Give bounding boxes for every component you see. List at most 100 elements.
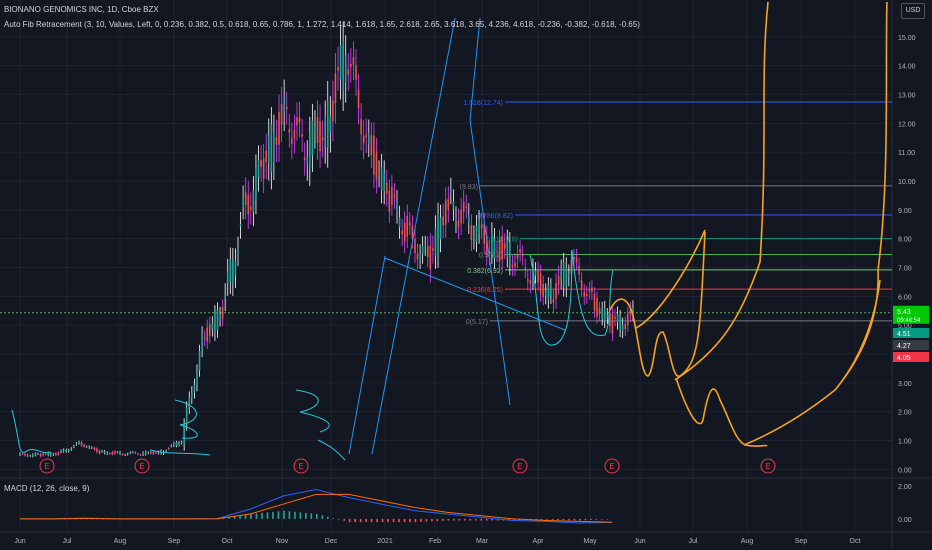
trend-line-down[interactable] <box>384 257 566 331</box>
candle-body <box>324 117 326 148</box>
candle-body <box>598 308 601 315</box>
user-drawings[interactable] <box>11 1 888 461</box>
earnings-marker[interactable]: E <box>760 458 776 474</box>
candle-body <box>537 269 539 283</box>
candle-body <box>191 392 193 398</box>
candle-body <box>480 223 483 229</box>
candle-body <box>124 454 126 456</box>
macd-hist-bar <box>398 518 400 523</box>
macd-legend[interactable]: MACD (12, 26, close, 9) <box>4 484 90 493</box>
trend-channel-line-1[interactable] <box>371 17 456 455</box>
price-tick-label: 15.00 <box>898 35 916 42</box>
time-tick-label: Sep <box>795 538 808 545</box>
scribble-left[interactable] <box>11 409 51 454</box>
candle-body <box>39 453 42 457</box>
macd-hist-bar <box>546 518 548 520</box>
earnings-marker[interactable]: E <box>604 458 620 474</box>
candle-body <box>601 308 603 319</box>
candle-body <box>298 117 301 123</box>
candle-body <box>293 129 296 139</box>
fib-retracement[interactable]: 1.618(12.74)(9.83)0.786(8.82)0.618(8.0)0… <box>0 100 892 326</box>
candle-body <box>24 453 26 456</box>
countdown-label: 09:48:54 <box>897 318 921 324</box>
time-tick-label: Jul <box>689 538 698 545</box>
candle-body <box>329 116 332 133</box>
earnings-marker[interactable]: E <box>39 458 55 474</box>
macd-hist-bar <box>326 516 329 519</box>
trend-line-steep[interactable] <box>469 119 511 406</box>
earnings-marker[interactable]: E <box>512 458 528 474</box>
orange-projection[interactable] <box>609 1 888 447</box>
candle-body <box>326 101 329 148</box>
trend-channel-line-2[interactable] <box>348 255 386 455</box>
candle-body <box>116 452 119 454</box>
candle-body <box>62 449 65 452</box>
time-tick-label: Aug <box>741 538 754 545</box>
candle-body <box>485 236 488 255</box>
candle-body <box>49 452 52 456</box>
earnings-marker-circle <box>760 458 776 474</box>
earnings-marker-circle <box>39 458 55 474</box>
candle-body <box>106 452 108 454</box>
candle-body <box>362 135 365 144</box>
macd-hist-bar <box>458 518 461 521</box>
macd-hist-bar <box>414 518 417 523</box>
candle-body <box>568 274 570 277</box>
candle-body <box>583 291 586 297</box>
price-badge <box>893 352 929 362</box>
earnings-marker[interactable]: E <box>134 458 150 474</box>
earnings-marker[interactable]: E <box>293 458 309 474</box>
macd-hist-bar <box>540 518 543 520</box>
scribble-oct[interactable] <box>295 389 346 461</box>
macd-hist-bar <box>387 518 389 523</box>
candle-body <box>439 217 442 240</box>
candle-body <box>78 441 80 444</box>
fib-indicator-legend[interactable]: Auto Fib Retracement (3, 10, Values, Lef… <box>4 20 640 29</box>
candle-body <box>565 267 568 288</box>
price-tick-label: 2.00 <box>898 410 912 417</box>
candle-body <box>416 253 419 260</box>
macd-hist-bar <box>376 518 378 523</box>
candle-body <box>514 262 516 267</box>
scribble-aug[interactable] <box>149 399 211 456</box>
candle-body <box>442 216 444 226</box>
candle-body <box>621 324 624 331</box>
candle-body <box>378 173 380 175</box>
macd-hist-bar <box>310 513 313 519</box>
price-tick-label: 0.00 <box>898 467 912 474</box>
candle-body <box>119 452 121 454</box>
candle-body <box>580 280 583 289</box>
price-badge-label: 4.05 <box>897 355 911 362</box>
trend-line-fan[interactable] <box>469 17 481 121</box>
scribble-cup[interactable] <box>529 249 614 346</box>
macd-hist-bar <box>513 518 515 521</box>
candle-body <box>534 270 537 276</box>
candle-body <box>391 186 393 205</box>
candle-body <box>357 89 360 109</box>
currency-badge[interactable]: USD <box>901 3 925 19</box>
candle-body <box>360 119 362 135</box>
candle-body <box>198 351 201 371</box>
price-tick-label: 10.00 <box>898 179 916 186</box>
time-tick-label: Nov <box>276 538 289 545</box>
macd-hist-bar <box>584 518 587 521</box>
candle-body <box>226 271 229 284</box>
macd-hist-bar <box>337 518 340 520</box>
candle-body <box>470 225 473 241</box>
candle-body <box>208 324 211 336</box>
candle-body <box>462 201 465 213</box>
candle-body <box>206 327 209 342</box>
candle-body <box>185 407 188 425</box>
candle-body <box>350 63 352 67</box>
candle-body <box>632 307 634 314</box>
candle-body <box>478 220 480 233</box>
candle-body <box>239 224 242 227</box>
candle-body <box>385 182 388 194</box>
candle-body <box>303 157 306 161</box>
candle-body <box>578 265 580 275</box>
symbol-title[interactable]: BIONANO GENOMICS INC, 1D, Cboe BZX <box>4 5 159 14</box>
candle-body <box>47 452 50 456</box>
candle-body <box>409 222 411 226</box>
